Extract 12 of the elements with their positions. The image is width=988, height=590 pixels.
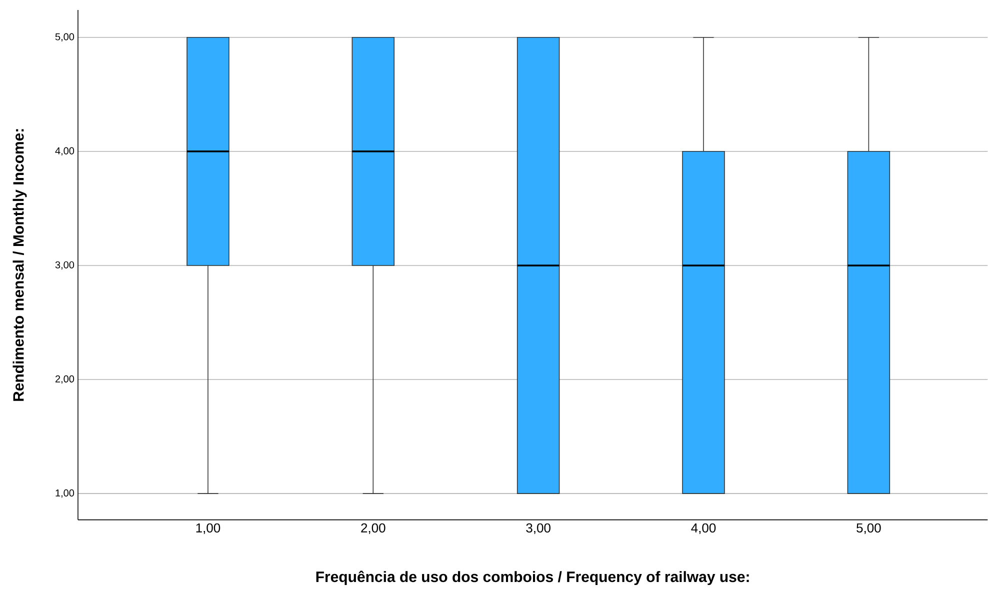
y-axis-title: Rendimento mensal / Monthly Income: bbox=[12, 129, 27, 402]
y-tick-label: 2,00 bbox=[55, 375, 74, 384]
x-tick-label: 2,00 bbox=[361, 523, 386, 534]
y-tick-label: 5,00 bbox=[55, 33, 74, 42]
y-tick-label: 4,00 bbox=[55, 147, 74, 156]
x-tick-label: 3,00 bbox=[526, 523, 550, 534]
x-tick-label: 1,00 bbox=[196, 523, 220, 534]
x-tick-label: 4,00 bbox=[691, 523, 716, 534]
x-tick-label: 5,00 bbox=[856, 523, 881, 534]
y-tick-label: 1,00 bbox=[56, 490, 74, 498]
y-tick-label: 3,00 bbox=[55, 261, 74, 270]
x-axis-title: Frequência de uso dos comboios / Frequency of railway use: bbox=[316, 570, 749, 586]
